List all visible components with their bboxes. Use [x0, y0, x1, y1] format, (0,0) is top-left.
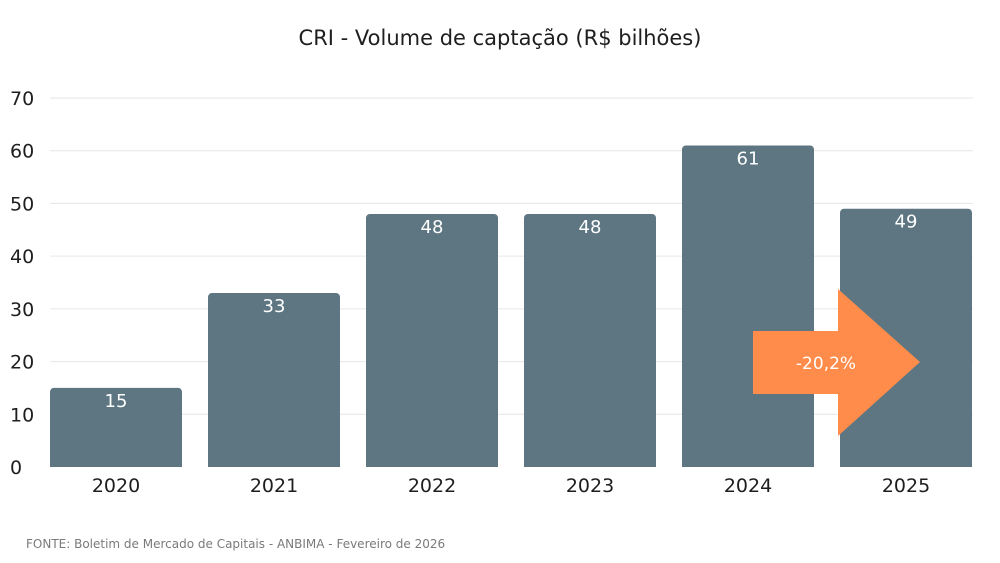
data-labels: 15 33 48 48 61 49	[105, 148, 918, 411]
data-label: 33	[263, 296, 286, 317]
annotation-label: -20,2%	[796, 354, 856, 374]
data-label: 48	[421, 217, 444, 238]
y-tick-label: 10	[10, 404, 34, 426]
y-tick-label: 30	[10, 299, 34, 321]
data-label: 61	[737, 148, 760, 169]
data-label: 48	[579, 217, 602, 238]
gridlines	[50, 97, 973, 415]
bar-base-2022	[366, 461, 498, 467]
chart-title: CRI - Volume de captação (R$ bilhões)	[298, 26, 702, 50]
y-tick-label: 20	[10, 352, 34, 374]
source-note: FONTE: Boletim de Mercado de Capitais - …	[26, 537, 446, 551]
y-tick-label: 40	[10, 246, 34, 268]
bar-base-2025	[840, 461, 972, 467]
y-tick-label: 50	[10, 193, 34, 215]
y-axis-ticks: 0 10 20 30 40 50 60 70	[10, 88, 34, 479]
bar-2020	[50, 387, 182, 467]
bar-base-2024	[682, 461, 814, 467]
bar-base-2023	[524, 461, 656, 467]
x-tick-label: 2021	[250, 475, 298, 497]
x-tick-label: 2024	[724, 475, 772, 497]
bars	[50, 145, 972, 467]
bar-2023	[524, 213, 656, 467]
y-tick-label: 70	[10, 88, 34, 110]
decline-arrow	[753, 289, 920, 436]
bar-base-2020	[50, 461, 182, 467]
x-tick-label: 2023	[566, 475, 614, 497]
x-tick-label: 2020	[92, 475, 140, 497]
y-tick-label: 60	[10, 141, 34, 163]
data-label: 15	[105, 391, 128, 412]
x-tick-label: 2025	[882, 475, 930, 497]
bar-2024	[682, 145, 814, 467]
data-label: 49	[895, 212, 918, 233]
bar-base-2021	[208, 461, 340, 467]
bar-2022	[366, 213, 498, 467]
y-tick-label: 0	[10, 457, 22, 479]
bar-2021	[208, 293, 340, 467]
x-tick-label: 2022	[408, 475, 456, 497]
x-axis-ticks: 2020 2021 2022 2023 2024 2025	[92, 475, 930, 497]
annotation: -20,2%	[753, 289, 920, 436]
